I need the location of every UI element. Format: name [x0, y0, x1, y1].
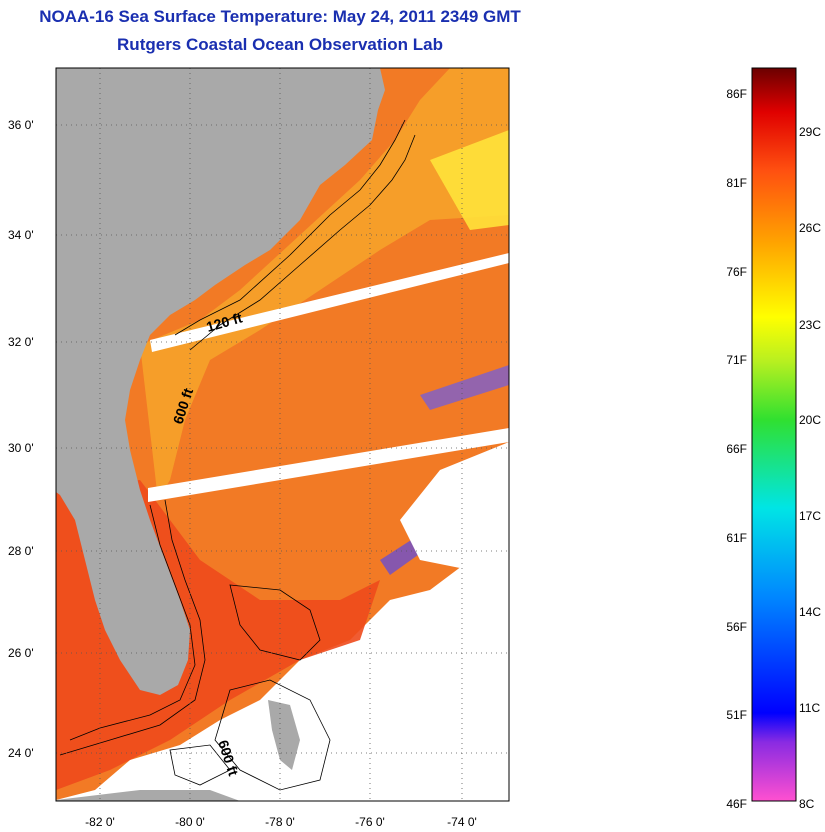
- colorbar-f-label: 81F: [726, 176, 747, 190]
- colorbar-c-label: 26C: [799, 221, 821, 235]
- contour-line: [169, 744, 231, 786]
- sst-yellow-patch: [430, 130, 509, 230]
- lon-tick-label: -80 0': [175, 815, 205, 829]
- lat-tick-label: 32 0': [8, 335, 34, 349]
- no-data-swath: [400, 442, 509, 580]
- colorbar-f-label: 51F: [726, 708, 747, 722]
- colorbar-f-label: 66F: [726, 442, 747, 456]
- colorbar-c-label: 8C: [799, 797, 815, 811]
- lon-tick-label: -78 0': [265, 815, 295, 829]
- lat-tick-label: 26 0': [8, 646, 34, 660]
- no-data-swath: [150, 253, 509, 352]
- land-cuba: [56, 790, 240, 801]
- lon-tick-label: -74 0': [447, 815, 477, 829]
- sst-offshore-streak: [420, 365, 509, 410]
- colorbar: [751, 67, 797, 802]
- colorbar-c-label: 14C: [799, 605, 821, 619]
- lon-tick-label: -82 0': [85, 815, 115, 829]
- contour-line: [214, 679, 331, 791]
- contour-line: [189, 134, 416, 351]
- sst-nearshore-band: [140, 68, 509, 500]
- lat-tick-label: 36 0': [8, 118, 34, 132]
- lon-tick-label: -76 0': [355, 815, 385, 829]
- lat-tick-label: 30 0': [8, 441, 34, 455]
- no-data-swath: [148, 428, 509, 502]
- colorbar-f-label: 86F: [726, 87, 747, 101]
- colorbar-c-label: 23C: [799, 318, 821, 332]
- contour-line: [59, 499, 206, 756]
- land-us-coast: [56, 68, 385, 695]
- colorbar-c-label: 20C: [799, 413, 821, 427]
- colorbar-f-label: 76F: [726, 265, 747, 279]
- colorbar-f-label: 71F: [726, 353, 747, 367]
- lat-tick-label: 34 0': [8, 228, 34, 242]
- colorbar-c-label: 17C: [799, 509, 821, 523]
- land-bahamas: [268, 700, 300, 770]
- colorbar-f-label: 61F: [726, 531, 747, 545]
- colorbar-c-label: 11C: [799, 701, 820, 715]
- map-border: [55, 67, 510, 802]
- contour-line: [229, 584, 321, 661]
- map-subtitle: Rutgers Coastal Ocean Observation Lab: [117, 35, 443, 54]
- colorbar-f-label: 56F: [726, 620, 747, 634]
- map-title: NOAA-16 Sea Surface Temperature: May 24,…: [39, 7, 521, 26]
- lat-tick-label: 24 0': [8, 746, 34, 760]
- contour-line: [69, 504, 196, 741]
- map-grid: [56, 68, 509, 801]
- contour-line: [174, 119, 406, 336]
- lat-tick-label: 28 0': [8, 544, 34, 558]
- colorbar-f-label: 46F: [726, 797, 747, 811]
- colorbar-c-label: 29C: [799, 125, 821, 139]
